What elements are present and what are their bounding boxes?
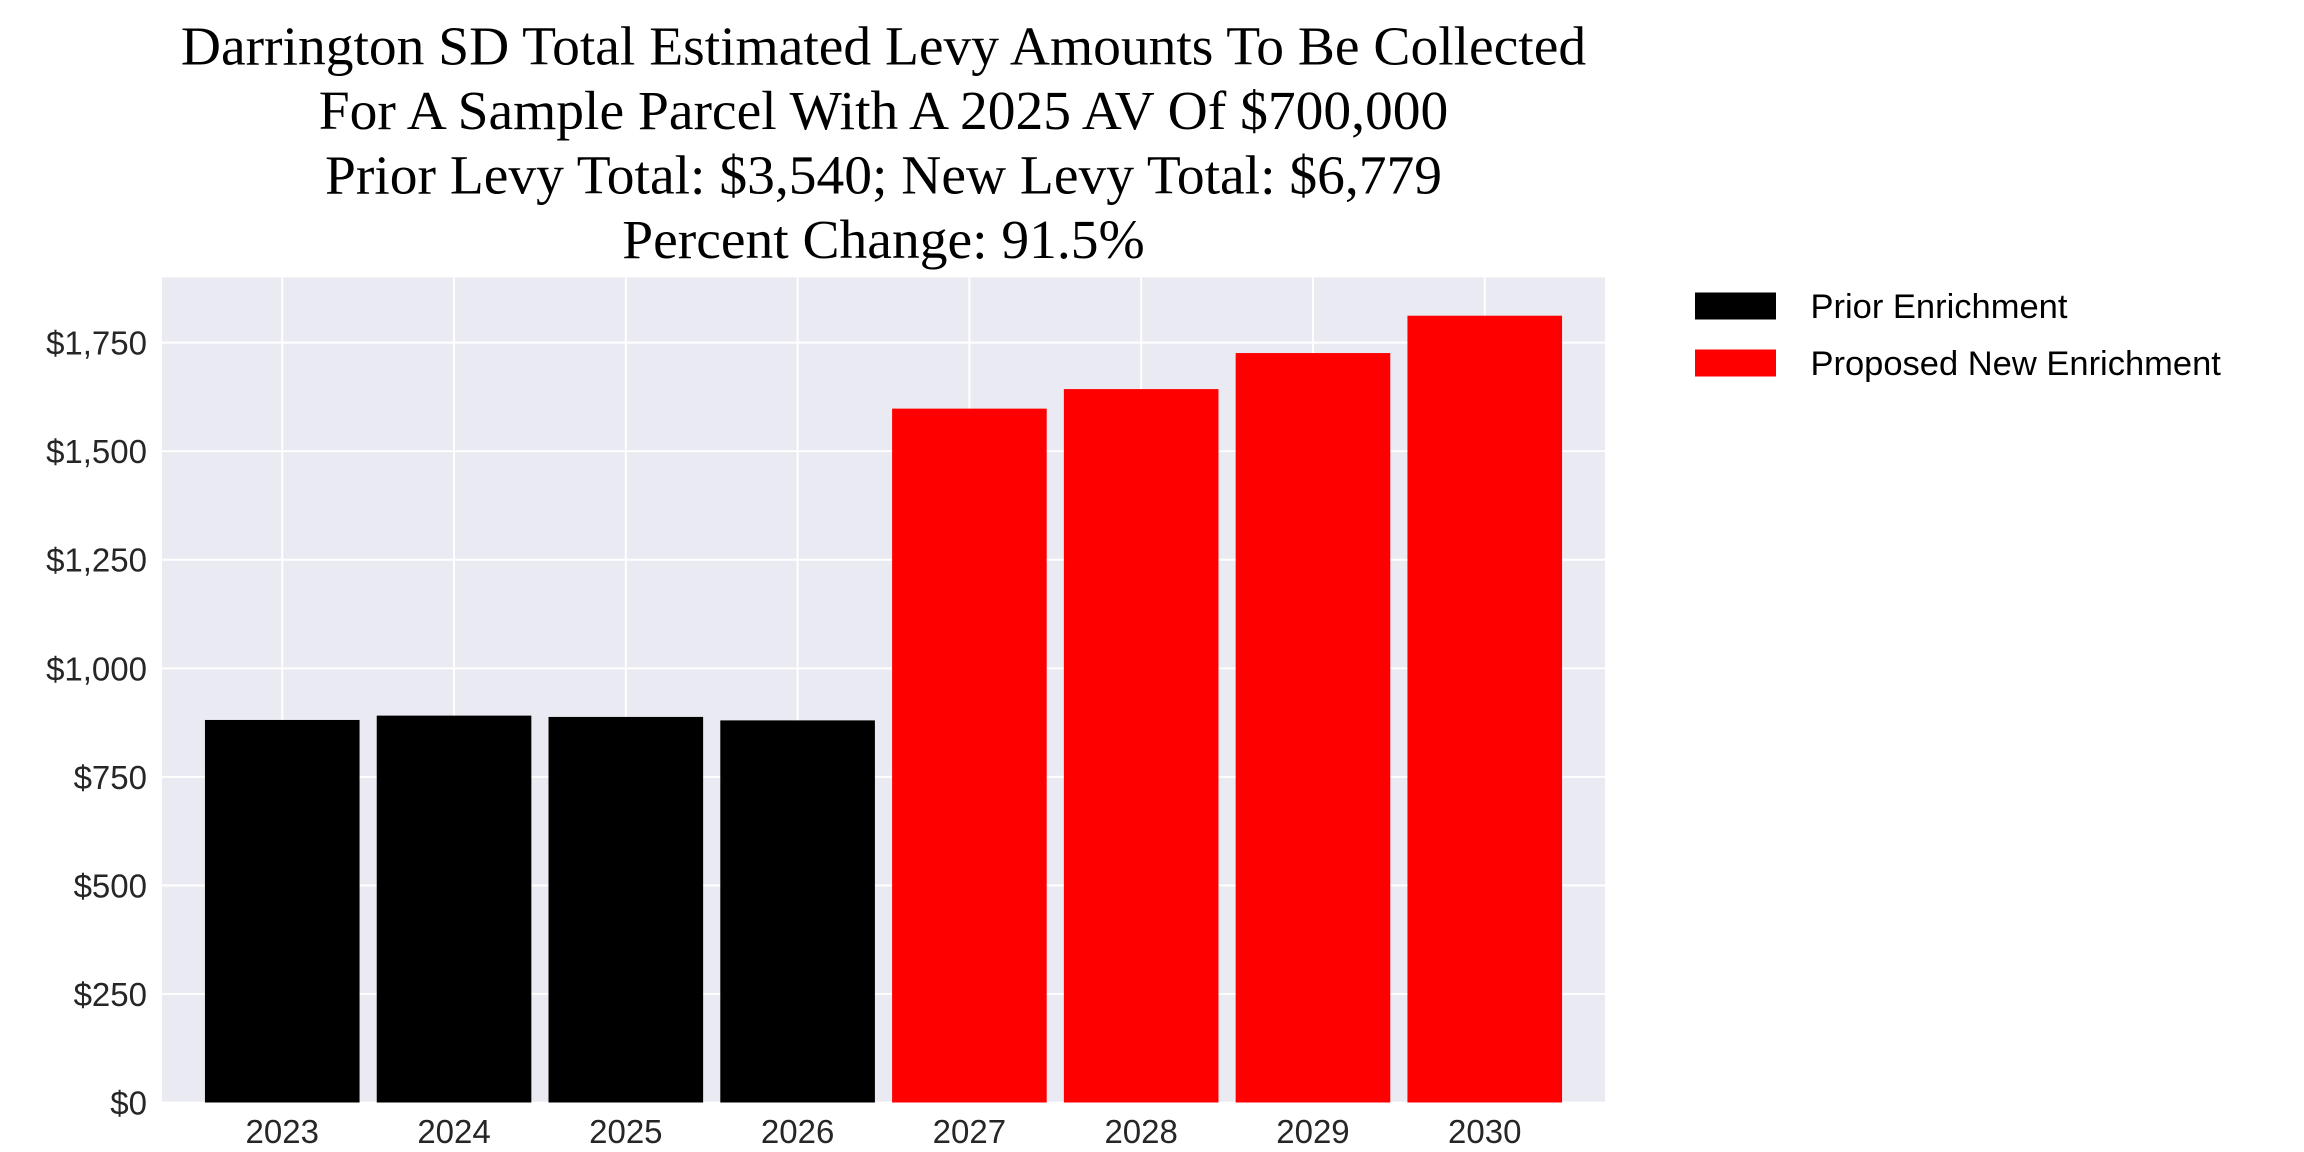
bar-2025 (548, 716, 704, 1103)
legend-label: Proposed New Enrichment (1811, 345, 2222, 383)
y-tick-label: $1,000 (46, 650, 147, 687)
y-tick-label: $0 (110, 1085, 147, 1122)
bar-2030 (1407, 315, 1563, 1103)
title-line: Percent Change: 91.5% (622, 210, 1144, 271)
y-axis: $0 $250 $500 $750 $1,000 $1,250 $1,500 $1,750 (46, 325, 147, 1122)
bar-2023 (204, 719, 360, 1103)
bar-2026 (720, 720, 875, 1103)
x-tick-label: 2023 (246, 1113, 319, 1150)
x-tick-label: 2026 (761, 1113, 834, 1150)
legend: Prior Enrichment Proposed New Enrichment (1695, 288, 2221, 383)
bars (204, 315, 1563, 1103)
bar-2029 (1235, 353, 1391, 1103)
legend-swatch (1695, 349, 1776, 377)
legend-swatch (1695, 292, 1776, 320)
bar-2024 (376, 715, 532, 1103)
y-tick-label: $750 (74, 759, 147, 796)
x-tick-label: 2027 (933, 1113, 1006, 1150)
x-tick-label: 2029 (1276, 1113, 1349, 1150)
x-tick-label: 2030 (1448, 1113, 1521, 1150)
x-axis: 2023 2024 2025 2026 2027 2028 2029 2030 (246, 1113, 1522, 1150)
chart-title: Darrington SD Total Estimated Levy Amoun… (181, 17, 1587, 272)
title-line: Prior Levy Total: $3,540; New Levy Total… (325, 146, 1442, 207)
bar-2028 (1063, 389, 1219, 1103)
title-line: Darrington SD Total Estimated Levy Amoun… (181, 17, 1587, 78)
bar-2027 (892, 408, 1047, 1103)
title-line: For A Sample Parcel With A 2025 AV Of $7… (319, 81, 1448, 142)
y-tick-label: $500 (74, 867, 147, 904)
y-tick-label: $250 (74, 976, 147, 1013)
x-tick-label: 2028 (1104, 1113, 1177, 1150)
x-tick-label: 2025 (589, 1113, 662, 1150)
y-tick-label: $1,250 (46, 542, 147, 579)
y-tick-label: $1,500 (46, 433, 147, 470)
legend-label: Prior Enrichment (1811, 288, 2068, 326)
y-tick-label: $1,750 (46, 325, 147, 362)
x-tick-label: 2024 (417, 1113, 490, 1150)
